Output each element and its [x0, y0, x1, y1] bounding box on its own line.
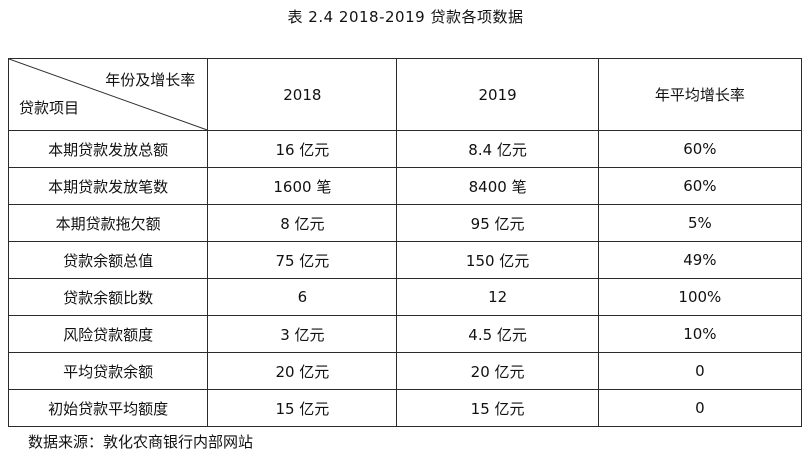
cell-2019: 4.5 亿元: [396, 315, 599, 353]
table-row: 贷款余额比数 6 12 100%: [7, 278, 803, 316]
table-header-row: 年份及增长率 贷款项目 2018 2019 年平均增长率: [7, 58, 803, 131]
diagonal-header-cell: 年份及增长率 贷款项目: [7, 58, 209, 131]
header-2018: 2018: [207, 58, 398, 131]
table-row: 初始贷款平均额度 15 亿元 15 亿元 0: [7, 389, 803, 427]
row-label: 贷款余额比数: [7, 278, 209, 316]
cell-growth: 5%: [597, 204, 803, 242]
cell-growth: 60%: [597, 130, 803, 168]
row-label: 本期贷款发放笔数: [7, 167, 209, 205]
cell-2019: 8.4 亿元: [396, 130, 599, 168]
table-row: 风险贷款额度 3 亿元 4.5 亿元 10%: [7, 315, 803, 353]
cell-2018: 6: [207, 278, 398, 316]
table-row: 贷款余额总值 75 亿元 150 亿元 49%: [7, 241, 803, 279]
cell-growth: 0: [597, 389, 803, 427]
cell-2018: 16 亿元: [207, 130, 398, 168]
cell-2019: 15 亿元: [396, 389, 599, 427]
cell-growth: 60%: [597, 167, 803, 205]
cell-2019: 20 亿元: [396, 352, 599, 390]
cell-growth: 100%: [597, 278, 803, 316]
table-row: 本期贷款发放笔数 1600 笔 8400 笔 60%: [7, 167, 803, 205]
cell-growth: 49%: [597, 241, 803, 279]
cell-2019: 12: [396, 278, 599, 316]
cell-2019: 150 亿元: [396, 241, 599, 279]
cell-2018: 15 亿元: [207, 389, 398, 427]
table-caption: 表 2.4 2018-2019 贷款各项数据: [287, 8, 524, 26]
table-row: 平均贷款余额 20 亿元 20 亿元 0: [7, 352, 803, 390]
cell-growth: 0: [597, 352, 803, 390]
cell-2018: 8 亿元: [207, 204, 398, 242]
row-label: 平均贷款余额: [7, 352, 209, 390]
cell-2018: 75 亿元: [207, 241, 398, 279]
diagonal-line: [9, 59, 207, 130]
row-label: 风险贷款额度: [7, 315, 209, 353]
cell-2019: 8400 笔: [396, 167, 599, 205]
row-label: 贷款余额总值: [7, 241, 209, 279]
cell-2018: 1600 笔: [207, 167, 398, 205]
header-loan-item-label: 贷款项目: [19, 99, 80, 117]
header-year-growth-label: 年份及增长率: [105, 71, 196, 89]
row-label: 初始贷款平均额度: [7, 389, 209, 427]
table-row: 本期贷款发放总额 16 亿元 8.4 亿元 60%: [7, 130, 803, 168]
row-label: 本期贷款发放总额: [7, 130, 209, 168]
cell-2019: 95 亿元: [396, 204, 599, 242]
cell-2018: 3 亿元: [207, 315, 398, 353]
cell-2018: 20 亿元: [207, 352, 398, 390]
header-avg-growth: 年平均增长率: [597, 58, 803, 131]
table-row: 本期贷款拖欠额 8 亿元 95 亿元 5%: [7, 204, 803, 242]
loan-data-table: 年份及增长率 贷款项目 2018 2019 年平均增长率 本期贷款发放总额 16…: [7, 58, 803, 427]
header-2019: 2019: [396, 58, 599, 131]
row-label: 本期贷款拖欠额: [7, 204, 209, 242]
cell-growth: 10%: [597, 315, 803, 353]
data-source-note: 数据来源：敦化农商银行内部网站: [28, 433, 254, 451]
